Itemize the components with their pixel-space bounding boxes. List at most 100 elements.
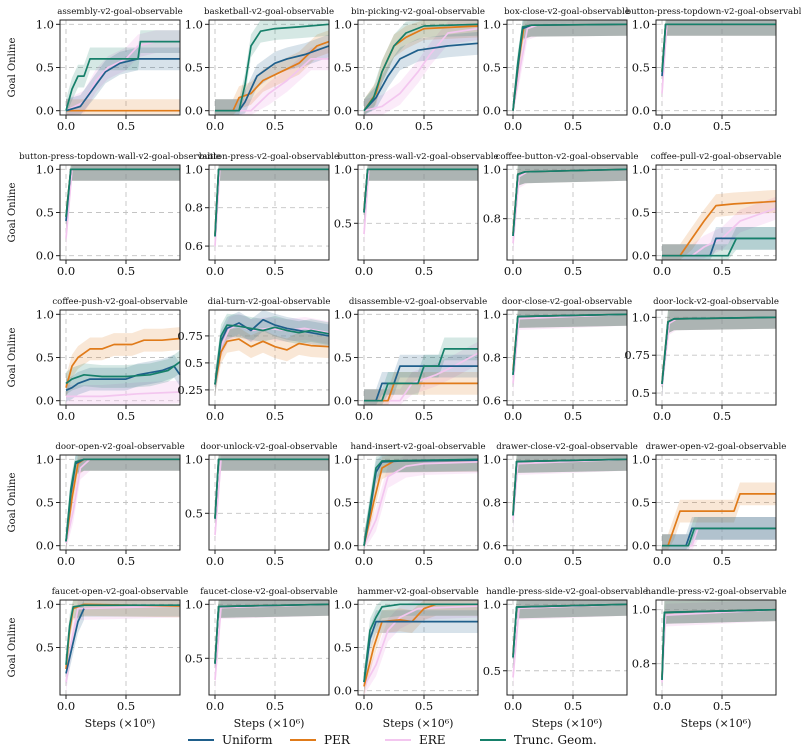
band-uniform: [66, 600, 84, 685]
x-axis-label: Steps (×10⁶): [234, 717, 305, 730]
band-ere: [215, 455, 329, 547]
band-trunc-geom-: [662, 600, 776, 692]
subplot-10: coffee-pull-v2-goal-observable 0.0 0.5 0.0 0…: [632, 152, 782, 278]
x-tick-label: 0.0: [653, 554, 671, 568]
band-uniform: [662, 227, 776, 260]
x-tick-label: 0.5: [266, 409, 284, 423]
subplot-7: button-press-v2-goal-observable 0.0 0.5 0.6…: [185, 152, 339, 278]
x-tick-label: 0.5: [713, 699, 731, 713]
series-line-ere: [215, 58, 329, 112]
series-line-trunc-geom-: [512, 603, 628, 658]
x-tick-label: 0.5: [266, 264, 284, 278]
band-ere: [215, 313, 329, 396]
subplot-8: button-press-wall-v2-goal-observable 0.0 0…: [334, 152, 499, 278]
subplot-6: button-press-topdown-wall-v2-goal-observ…: [7, 152, 221, 278]
x-tick-label: 0.0: [57, 554, 75, 568]
x-tick-label: 0.5: [415, 119, 433, 133]
band-trunc-geom-: [66, 30, 180, 116]
legend-item-per: PER: [290, 733, 351, 747]
y-tick-label: 0.5: [334, 216, 352, 230]
series-line-ere: [363, 605, 479, 687]
x-tick-label: 0.5: [117, 409, 135, 423]
legend-item-uniform: Uniform: [188, 733, 273, 747]
band-ere: [662, 196, 776, 260]
x-tick-label: 0.0: [355, 264, 373, 278]
y-tick-label: 1.0: [632, 310, 650, 324]
series-line-ere: [363, 461, 479, 547]
y-tick-label: 0.0: [334, 104, 352, 118]
subplot-5: button-press-topdown-v2-goal-observable 0…: [626, 7, 801, 133]
band-trunc-geom-: [662, 310, 776, 396]
y-tick-label: 0.75: [177, 329, 203, 343]
y-tick-label: 0.5: [36, 206, 54, 220]
band-trunc-geom-: [364, 165, 478, 224]
x-tick-label: 0.5: [117, 119, 135, 133]
y-axis-label: Goal Online: [7, 328, 18, 388]
x-tick-label: 0.0: [206, 554, 224, 568]
x-tick-label: 0.0: [504, 264, 522, 278]
y-tick-label: 1.0: [483, 17, 501, 31]
y-axis-label: Goal Online: [7, 183, 18, 243]
x-tick-label: 0.5: [117, 554, 135, 568]
y-tick-label: 1.0: [334, 597, 352, 611]
band-uniform: [215, 165, 329, 248]
legend: Uniform PER ERE Trunc. Geom.: [188, 733, 597, 747]
series-line-trunc-geom-: [214, 458, 329, 519]
subplot-title: bin-picking-v2-goal-observable: [351, 7, 485, 17]
band-per: [364, 600, 478, 695]
y-axis-label: Goal Online: [7, 38, 18, 98]
x-tick-label: 0.5: [564, 554, 582, 568]
subplot-title: assembly-v2-goal-observable: [57, 7, 182, 17]
band-ere: [215, 165, 329, 258]
y-axis-label: Goal Online: [7, 473, 18, 533]
x-tick-label: 0.5: [564, 119, 582, 133]
y-tick-label: 1.0: [185, 597, 203, 611]
band-ere: [662, 20, 776, 105]
subplot-13: disassemble-v2-goal-observable 0.0 0.5 0.0 0…: [334, 297, 487, 423]
band-ere: [66, 380, 180, 405]
y-tick-label: 0.5: [632, 496, 650, 510]
series-line-uniform: [65, 365, 181, 392]
x-axis-label: Steps (×10⁶): [532, 717, 603, 730]
y-tick-label: 0.5: [483, 61, 501, 75]
y-tick-label: 1.0: [483, 597, 501, 611]
x-tick-label: 0.5: [415, 554, 433, 568]
y-tick-label: 0.8: [483, 496, 501, 510]
axes-frame: [208, 599, 330, 696]
y-tick-label: 0.0: [632, 249, 650, 263]
x-tick-label: 0.0: [653, 264, 671, 278]
y-tick-label: 0.0: [334, 394, 352, 408]
y-tick-label: 0.0: [334, 684, 352, 698]
y-tick-label: 1.0: [185, 452, 203, 466]
band-per: [662, 600, 776, 689]
band-per: [662, 482, 776, 550]
band-uniform: [364, 31, 478, 115]
subplot-2: basketball-v2-goal-observable 0.0 0.5 0.0 0.…: [185, 7, 334, 133]
band-trunc-geom-: [513, 20, 627, 115]
y-tick-label: 0.8: [185, 201, 203, 215]
y-tick-label: 0.6: [483, 539, 501, 553]
legend-label: PER: [324, 733, 351, 747]
x-tick-label: 0.5: [564, 699, 582, 713]
subplot-title: door-open-v2-goal-observable: [55, 442, 184, 452]
axes-frame: [357, 164, 479, 261]
band-per: [662, 20, 776, 84]
subplot-title: disassemble-v2-goal-observable: [349, 297, 487, 307]
subplot-3: bin-picking-v2-goal-observable 0.0 0.5 0.0 0…: [334, 7, 485, 133]
subplot-title: door-close-v2-goal-observable: [502, 297, 632, 307]
y-tick-label: 1.0: [483, 307, 501, 321]
band-trunc-geom-: [364, 455, 478, 550]
band-per: [215, 455, 329, 529]
band-uniform: [513, 20, 627, 115]
subplot-22: faucet-close-v2-goal-observable 0.0 0.5 0.5…: [185, 587, 338, 730]
x-tick-label: 0.5: [713, 119, 731, 133]
subplot-title: button-press-wall-v2-goal-observable: [337, 152, 498, 162]
subplot-19: drawer-close-v2-goal-observable 0.0 0.5 0.6…: [483, 442, 638, 568]
series-line-trunc-geom-: [214, 168, 329, 237]
band-trunc-geom-: [513, 600, 627, 669]
band-uniform: [662, 600, 776, 692]
y-tick-label: 1.0: [334, 17, 352, 31]
band-trunc-geom-: [662, 227, 776, 260]
x-tick-label: 0.0: [57, 699, 75, 713]
x-tick-label: 0.0: [504, 409, 522, 423]
